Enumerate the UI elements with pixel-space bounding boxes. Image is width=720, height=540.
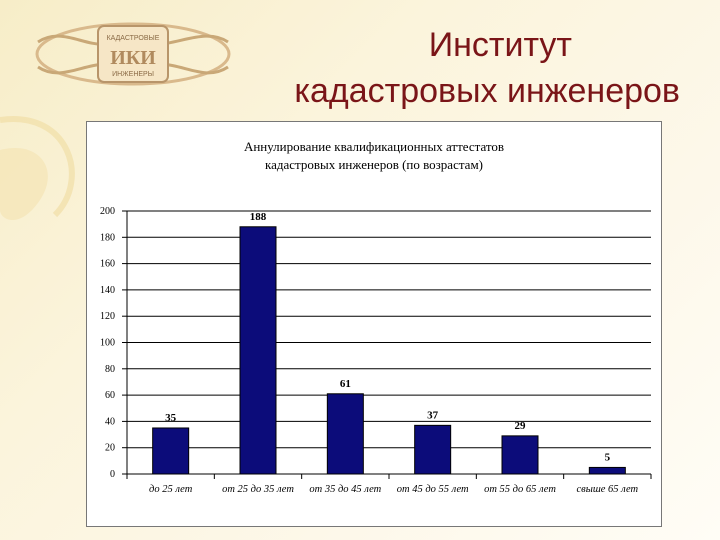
x-tick-label: до 25 лет: [149, 484, 193, 495]
data-label: 61: [340, 378, 351, 390]
y-tick-label: 100: [100, 338, 115, 349]
y-tick-label: 40: [105, 416, 115, 427]
y-tick-label: 160: [100, 259, 115, 270]
y-tick-label: 120: [100, 311, 115, 322]
page-title-line2: кадастровых инженеров: [294, 72, 680, 110]
bar: [152, 427, 190, 475]
bar: [501, 435, 539, 475]
x-tick-label: от 25 до 35 лет: [222, 484, 294, 495]
y-tick-label: 20: [105, 443, 115, 454]
page-title: Институт кадастровых инженеров: [160, 22, 680, 114]
x-tick-label: от 35 до 45 лет: [309, 484, 381, 495]
bar: [414, 424, 452, 475]
chart-title-line1: Аннулирование квалификационных аттестато…: [243, 139, 505, 154]
bar: [588, 466, 626, 475]
bar: [326, 393, 364, 475]
chart-panel: 0 20 40 60 80 100 120 140 160 180 200 35 до 25 лет 18…: [86, 121, 662, 527]
data-label: 188: [250, 211, 267, 223]
y-tick-label: 140: [100, 285, 115, 296]
bar-chart: 0 20 40 60 80 100 120 140 160 180 200 35 до 25 лет 18…: [100, 206, 652, 495]
x-tick-label: от 45 до 55 лет: [397, 484, 469, 495]
x-tick-label: от 55 до 65 лет: [484, 484, 556, 495]
logo-text-mid: ИКИ: [110, 47, 156, 69]
institute-logo: КАДАСТРОВЫЕ ИКИ ИНЖЕНЕРЫ: [35, 22, 231, 86]
chart-title: Аннулирование квалификационных аттестато…: [87, 138, 661, 174]
data-label: 29: [515, 420, 527, 432]
chart-title-line2: кадастровых инженеров (по возрастам): [264, 157, 484, 172]
logo-text-top: КАДАСТРОВЫЕ: [107, 35, 160, 42]
y-tick-label: 180: [100, 232, 115, 243]
logo-text-bottom: ИНЖЕНЕРЫ: [112, 71, 154, 78]
x-tick-label: свыше 65 лет: [577, 484, 639, 495]
data-label: 35: [165, 412, 177, 424]
y-tick-label: 200: [100, 206, 115, 217]
y-tick-label: 60: [105, 390, 115, 401]
y-tick-label: 80: [105, 364, 115, 375]
bar: [239, 226, 277, 475]
page-title-line1: Институт: [428, 26, 572, 64]
data-label: 37: [427, 409, 439, 421]
data-label: 5: [605, 451, 611, 463]
y-tick-label: 0: [110, 469, 115, 480]
